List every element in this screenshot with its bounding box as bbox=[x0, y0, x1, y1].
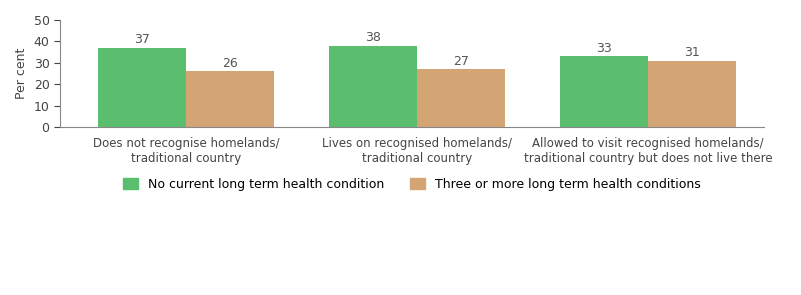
Text: 26: 26 bbox=[222, 57, 238, 70]
Bar bbox=[560, 56, 648, 127]
Text: 27: 27 bbox=[453, 55, 469, 68]
Legend: No current long term health condition, Three or more long term health conditions: No current long term health condition, T… bbox=[123, 178, 700, 191]
Text: 31: 31 bbox=[684, 46, 700, 59]
Bar bbox=[648, 61, 736, 127]
Bar bbox=[329, 46, 417, 127]
Y-axis label: Per cent: Per cent bbox=[15, 48, 28, 99]
Text: 33: 33 bbox=[596, 42, 612, 55]
Bar bbox=[186, 71, 274, 127]
Text: 38: 38 bbox=[365, 31, 380, 44]
Bar bbox=[417, 69, 505, 127]
Text: 37: 37 bbox=[134, 33, 150, 46]
Bar bbox=[98, 48, 186, 127]
